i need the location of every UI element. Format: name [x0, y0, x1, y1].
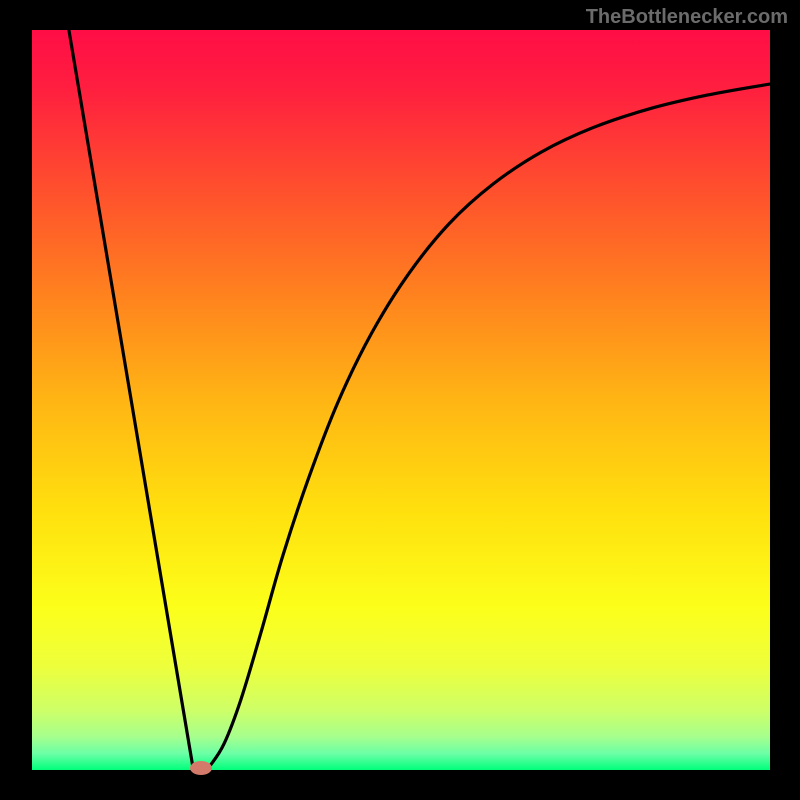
- curve-svg: [32, 30, 770, 770]
- bottleneck-curve: [69, 30, 770, 767]
- optimum-marker: [190, 761, 212, 775]
- plot-area: [32, 30, 770, 770]
- watermark-text: TheBottlenecker.com: [586, 6, 788, 29]
- chart-container: TheBottlenecker.com: [0, 0, 800, 800]
